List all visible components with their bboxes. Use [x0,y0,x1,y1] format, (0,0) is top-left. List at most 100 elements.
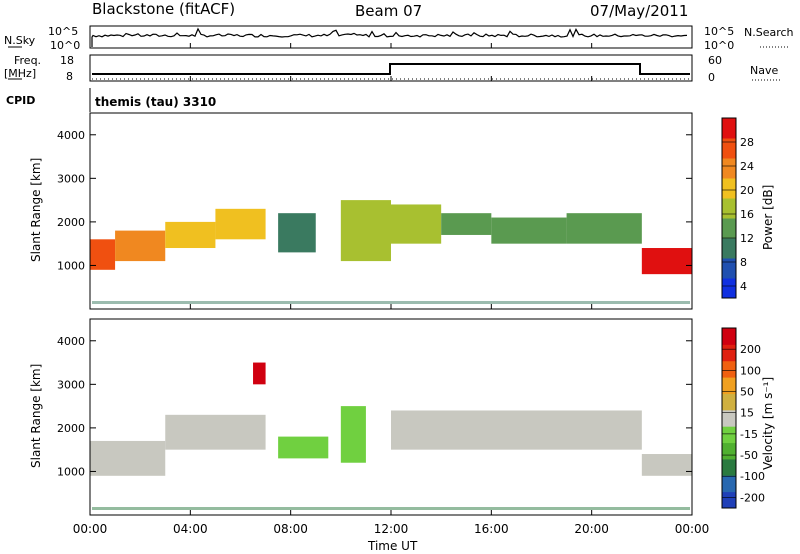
colorbar-cell [722,491,736,509]
nsky-label: N.Sky [4,34,36,47]
colorbar-tick-label: 8 [740,256,747,269]
x-tick-label: 04:00 [173,522,208,536]
y-tick-label: 4000 [57,335,85,348]
x-axis-label: Time UT [367,539,418,553]
colorbar-tick-label: -200 [740,491,765,504]
velocity-plot [90,362,692,510]
colorbar-cell [722,198,736,219]
x-tick-label: 16:00 [474,522,509,536]
data-band [340,406,366,463]
colorbar-cell [722,158,736,179]
colorbar-tick-label: 50 [740,386,754,399]
colorbar-cell [722,426,736,444]
data-band [253,362,266,385]
colorbar-cell [722,409,736,427]
nsearch-tick-top: 10^5 [704,25,734,38]
velocity-y-ticks: 4000 3000 2000 1000 [57,335,692,478]
x-tick-label: 00:00 [73,522,108,536]
data-band [566,213,642,244]
data-band [215,208,266,240]
x-tick-label: 12:00 [374,522,409,536]
colorbar-cell [722,475,736,493]
x-tick-label: 00:00 [675,522,710,536]
colorbar-cell [722,328,736,345]
cpid-value: themis (tau) 3310 [95,95,216,109]
colorbar-tick-label: -100 [740,470,765,483]
nsky-tick-top: 10^5 [48,25,78,38]
colorbar-cell [722,344,736,362]
nsearch-label: N.Search [744,26,794,39]
colorbar-tick-label: 200 [740,343,761,356]
colorbar-tick-label: 20 [740,184,754,197]
colorbar-cell [722,458,736,476]
y-tick-label: 2000 [57,216,85,229]
beam-title: Beam 07 [355,2,422,20]
x-tick-label: 08:00 [273,522,308,536]
freq-tick-top: 18 [60,54,74,67]
x-axis-ticks: 00:00 04:00 08:00 12:00 16:00 20:00 00:00 [73,43,710,536]
data-band [115,230,166,262]
colorbar-tick-label: 24 [740,160,754,173]
y-tick-label: 3000 [57,378,85,391]
colorbar-cell [722,360,736,378]
colorbar-cell [722,138,736,159]
colorbar-tick-label: 12 [740,232,754,245]
colorbar-cell [722,377,736,394]
colorbar-frame [721,117,737,299]
colorbar-tick-label: 16 [740,208,754,221]
data-band [165,414,266,450]
data-band [278,436,329,459]
power-colorbar: 28 24 20 16 12 8 4 [721,117,754,299]
colorbar-cell [722,118,736,139]
date-title: 07/May/2011 [590,2,688,20]
colorbar-tick-label: -50 [740,449,758,462]
velocity-colorbar: 200 100 50 15 -15 -50 -100 -200 [721,327,765,509]
y-tick-label: 2000 [57,422,85,435]
ground-scatter-band [92,507,690,510]
colorbar-cell [722,258,736,279]
data-band [641,248,692,275]
colorbar-tick-label: 100 [740,364,761,377]
colorbar-cell [722,218,736,239]
data-band [491,217,567,244]
freq-label-2: [MHz] [4,67,36,80]
freq-trace [92,63,690,75]
nsky-tick-bottom: 10^0 [50,39,80,52]
colorbar-cell [722,393,736,411]
colorbar-cell [722,178,736,199]
nave-tick-top: 60 [708,54,722,67]
colorbar-tick-label: 15 [740,407,754,420]
colorbar-tick-label: 28 [740,136,754,149]
colorbar-frame [721,327,737,509]
data-band [165,221,216,249]
nave-label: Nave [750,64,778,77]
data-band [90,440,166,476]
freq-label-1: Freq. [14,54,41,67]
data-band [278,213,316,253]
power-colorbar-label: Power [dB] [761,185,775,250]
colorbar-cell [722,238,736,259]
power-plot [90,200,692,304]
power-y-ticks: 4000 3000 2000 1000 [57,129,692,272]
colorbar-cell [722,278,736,299]
velocity-ylabel: Slant Range [km] [29,364,43,468]
colorbar-tick-label: 4 [740,280,747,293]
data-band [391,204,442,244]
data-band [391,410,642,450]
data-band [90,239,116,270]
station-title: Blackstone (fitACF) [92,0,235,18]
nave-tick-bottom: 0 [708,71,715,84]
colorbar-tick-label: -15 [740,428,758,441]
y-tick-label: 4000 [57,129,85,142]
x-tick-label: 20:00 [574,522,609,536]
data-band [441,213,492,235]
colorbar-cell [722,442,736,460]
y-tick-label: 1000 [57,259,85,272]
data-band [641,454,692,476]
velocity-colorbar-label: Velocity [m s⁻¹] [761,377,775,470]
freq-tick-bottom: 8 [66,70,73,83]
y-tick-label: 1000 [57,465,85,478]
ground-scatter-band [92,301,690,304]
nsky-trace [91,27,688,47]
